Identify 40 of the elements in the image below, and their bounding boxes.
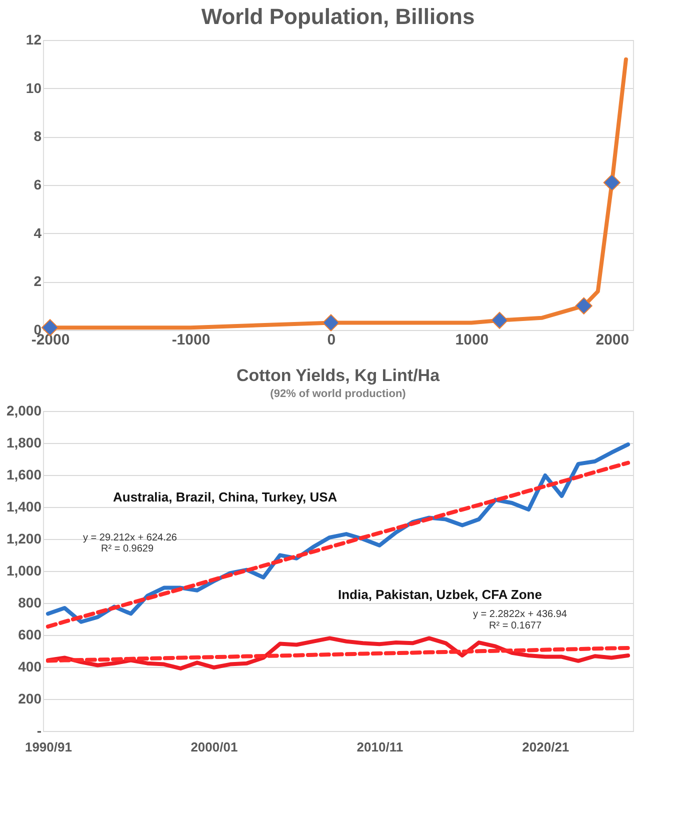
y-tick-label: - <box>36 722 42 738</box>
y-tick-label: 12 <box>26 32 42 48</box>
chart-subtitle: (92% of world production) <box>270 388 406 400</box>
y-tick-label: 1,200 <box>6 530 42 546</box>
text: Australia, Brazil, China, Turkey, USA <box>113 489 338 504</box>
line-series <box>46 646 630 663</box>
y-tick-label: 2,000 <box>6 402 42 418</box>
line-series <box>46 636 630 670</box>
x-tick-label: 2000/01 <box>190 740 238 754</box>
point <box>603 174 620 192</box>
x-tick-label: -1000 <box>172 332 210 348</box>
chart-title: World Population, Billions <box>201 4 475 29</box>
x-tick-label: 1000 <box>455 332 489 348</box>
x-tick-label: 1990/91 <box>24 740 72 754</box>
y-tick-label: 1,400 <box>6 498 42 514</box>
y-tick-label: 1,800 <box>6 434 42 450</box>
annotation: R² = 0.1677 <box>489 620 542 632</box>
y-tick-label: 200 <box>18 690 42 706</box>
y-tick-label: 600 <box>18 626 42 642</box>
y-tick-label: 10 <box>26 80 42 96</box>
y-tick-label: 4 <box>34 224 42 241</box>
y-tick-label: 1,000 <box>6 562 42 578</box>
y-tick-label: 800 <box>18 594 42 610</box>
text: India, Pakistan, Uzbek, CFA Zone <box>338 587 542 602</box>
x-tick-label: 2010/11 <box>356 740 404 754</box>
y-tick-label: 2 <box>34 273 42 290</box>
x-tick-label: 2020/21 <box>522 740 570 754</box>
chart-title: Cotton Yields, Kg Lint/Ha <box>236 366 440 385</box>
point <box>322 314 340 332</box>
x-tick-label: 2000 <box>596 332 630 348</box>
point <box>575 297 592 314</box>
annotation: R² = 0.9629 <box>101 544 154 555</box>
point <box>490 312 508 329</box>
y-tick-label: 1,600 <box>6 466 42 482</box>
y-tick-label: 400 <box>18 658 42 674</box>
y-tick-label: 8 <box>34 128 42 144</box>
y-tick-label: 6 <box>34 176 42 192</box>
annotation: y = 2.2822x + 436.94 <box>473 609 568 620</box>
x-tick-label: 0 <box>327 332 336 348</box>
annotation: y = 29.212x + 624.26 <box>83 532 178 544</box>
